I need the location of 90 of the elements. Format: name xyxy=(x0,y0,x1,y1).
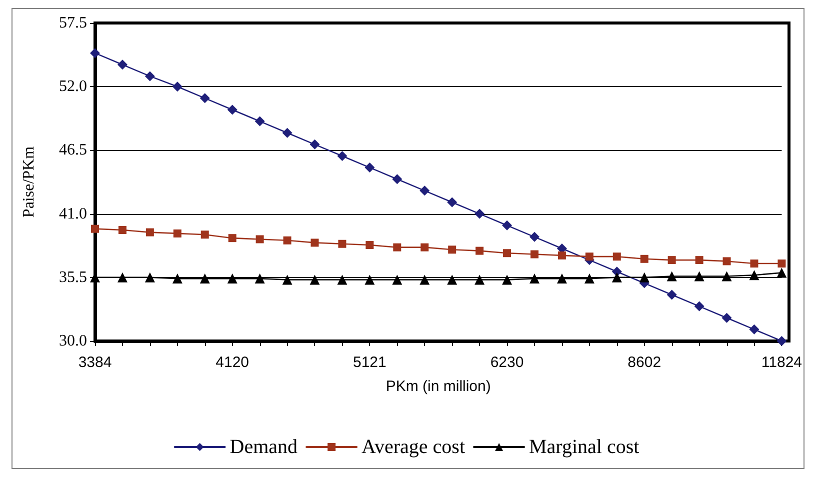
point xyxy=(447,197,458,208)
point xyxy=(529,232,540,242)
point xyxy=(227,104,238,115)
point xyxy=(91,224,99,233)
point xyxy=(694,301,704,312)
point xyxy=(668,256,676,264)
point xyxy=(310,139,320,150)
x-axis-title: PKm (in million) xyxy=(386,378,491,395)
point xyxy=(749,324,760,334)
point xyxy=(530,250,538,258)
point xyxy=(778,260,786,268)
point xyxy=(364,162,375,173)
point xyxy=(366,241,374,250)
point xyxy=(282,128,292,138)
point xyxy=(172,82,182,92)
point xyxy=(200,230,209,239)
point xyxy=(585,252,594,261)
point xyxy=(666,271,677,282)
point xyxy=(447,274,458,285)
point xyxy=(392,274,402,285)
legend-label: Demand xyxy=(230,436,298,458)
point xyxy=(694,271,704,282)
point xyxy=(558,251,566,260)
x-tick-label: 5121 xyxy=(352,354,386,371)
point xyxy=(529,274,540,284)
y-tick-label: 46.5 xyxy=(59,142,87,159)
point xyxy=(310,274,320,285)
point xyxy=(420,274,430,285)
y-tick-label: 52.0 xyxy=(59,78,87,96)
x-tick-label: 6230 xyxy=(490,354,524,371)
point xyxy=(612,252,621,261)
point xyxy=(256,235,264,244)
point xyxy=(337,274,348,285)
point xyxy=(338,240,346,248)
point xyxy=(144,71,155,82)
point xyxy=(502,274,512,285)
y-tick-label: 30.0 xyxy=(59,332,87,350)
point xyxy=(172,274,182,284)
point xyxy=(666,290,677,300)
point xyxy=(364,274,375,285)
point xyxy=(337,150,348,161)
point xyxy=(474,274,485,285)
point xyxy=(90,48,100,58)
point xyxy=(612,272,622,282)
point xyxy=(200,274,210,284)
point xyxy=(227,274,238,284)
point xyxy=(173,229,182,238)
point xyxy=(420,186,430,196)
point xyxy=(282,274,292,285)
point xyxy=(254,274,265,284)
point xyxy=(200,93,210,104)
point xyxy=(722,312,732,323)
point xyxy=(776,336,787,346)
x-tick-label: 11824 xyxy=(761,354,802,371)
point xyxy=(144,272,155,282)
point xyxy=(750,260,758,268)
point xyxy=(117,60,128,70)
y-tick-label: 57.5 xyxy=(59,14,87,32)
point xyxy=(722,271,732,282)
x-tick-label: 8602 xyxy=(628,354,662,371)
point xyxy=(722,257,731,266)
point xyxy=(503,249,512,258)
point xyxy=(695,256,704,264)
y-axis-title: Paise/PKm xyxy=(20,146,38,218)
point xyxy=(448,246,456,254)
point xyxy=(474,208,485,219)
point xyxy=(556,274,567,284)
point xyxy=(228,234,236,242)
point xyxy=(639,272,650,282)
point xyxy=(476,246,484,255)
legend-label: Marginal cost xyxy=(529,436,640,458)
point xyxy=(283,236,292,244)
point xyxy=(310,238,319,247)
point xyxy=(146,228,154,236)
point xyxy=(254,116,265,126)
point xyxy=(640,254,648,263)
point xyxy=(502,220,512,230)
x-tick-label: 3384 xyxy=(78,354,112,371)
point xyxy=(118,226,126,234)
y-tick-label: 41.0 xyxy=(59,205,87,222)
point xyxy=(392,174,402,184)
legend-label: Average cost xyxy=(362,436,466,458)
point xyxy=(584,274,594,284)
x-tick-label: 4120 xyxy=(216,354,250,371)
point xyxy=(749,270,760,280)
point xyxy=(420,243,429,252)
point xyxy=(776,268,787,278)
y-tick-label: 35.5 xyxy=(59,268,87,286)
point xyxy=(393,243,402,252)
point xyxy=(117,272,128,282)
